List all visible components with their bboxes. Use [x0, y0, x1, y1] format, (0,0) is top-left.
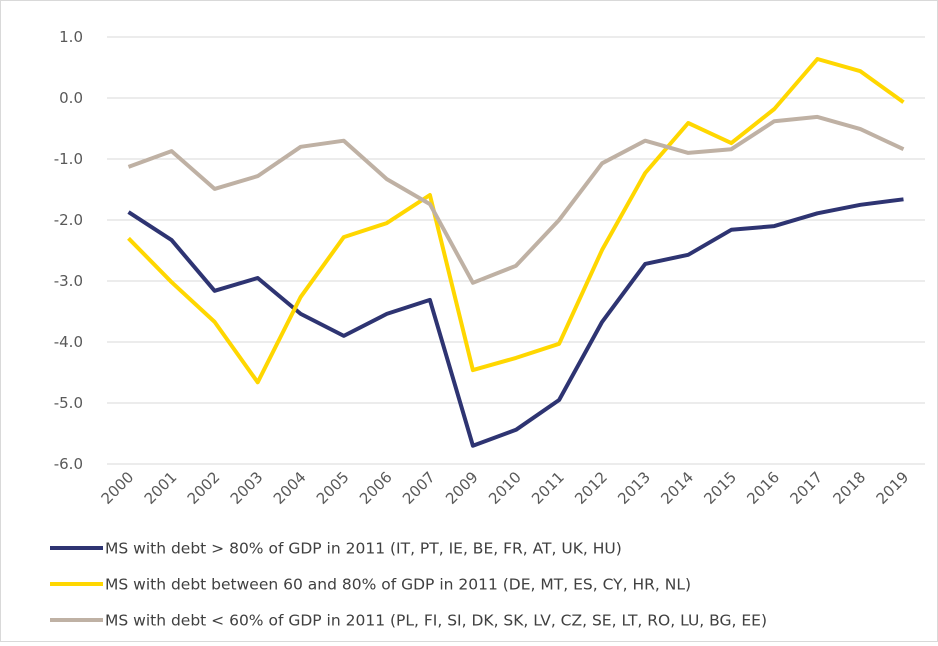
y-tick-label: -4.0 — [54, 333, 83, 351]
y-tick-label: -1.0 — [54, 150, 83, 168]
y-tick-label: 1.0 — [59, 28, 83, 46]
legend-label: MS with debt < 60% of GDP in 2011 (PL, F… — [105, 612, 767, 630]
y-tick-label: -5.0 — [54, 394, 83, 412]
series-line — [127, 197, 904, 448]
y-tick-label: -3.0 — [54, 272, 83, 290]
y-tick-label: -6.0 — [54, 455, 83, 473]
legend-label: MS with debt > 80% of GDP in 2011 (IT, P… — [105, 540, 622, 558]
series-line — [127, 114, 905, 285]
legend: MS with debt > 80% of GDP in 2011 (IT, P… — [50, 540, 767, 630]
series-line — [127, 57, 905, 385]
legend-label: MS with debt between 60 and 80% of GDP i… — [105, 576, 691, 594]
y-tick-label: -2.0 — [54, 211, 83, 229]
y-tick-label: 0.0 — [59, 89, 83, 107]
